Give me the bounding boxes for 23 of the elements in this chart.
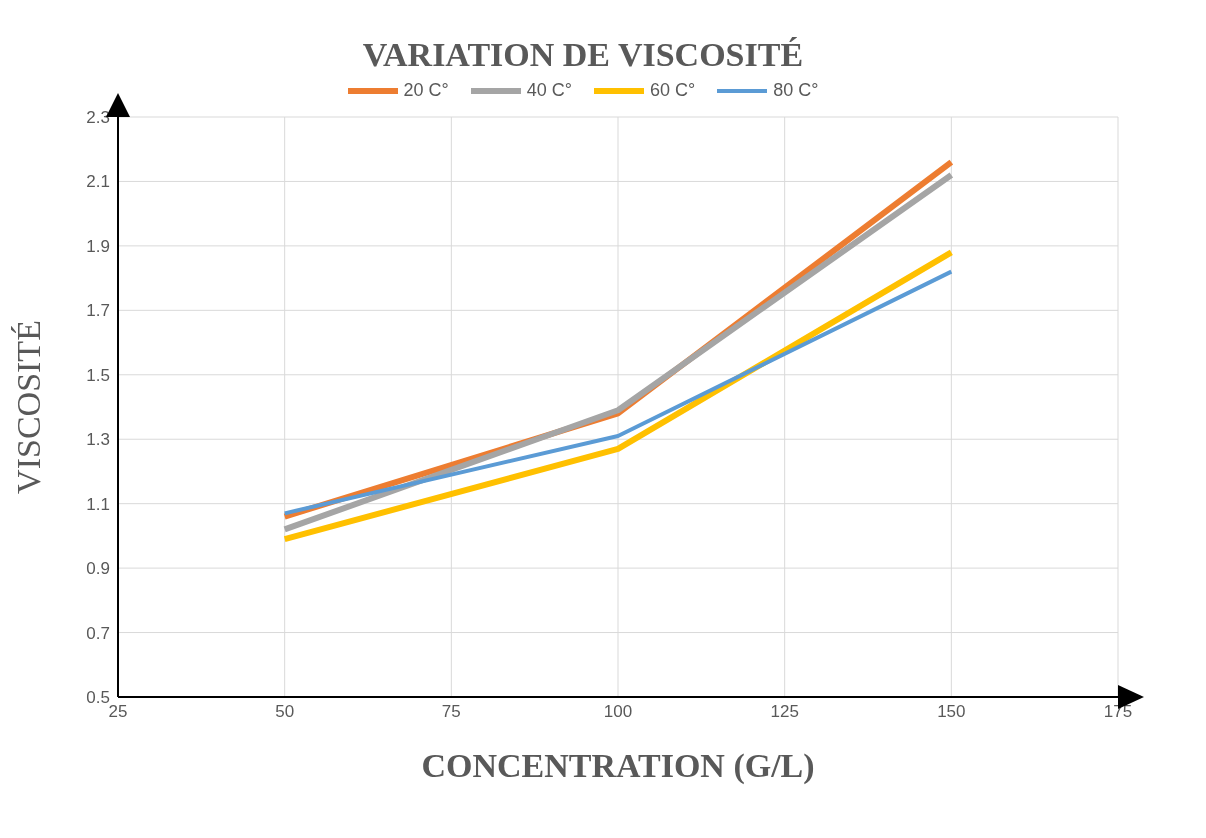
x-tick-label: 150: [937, 702, 966, 722]
x-tick-label: 125: [770, 702, 799, 722]
x-tick-label: 75: [441, 702, 461, 722]
legend-label: 60 C°: [650, 80, 696, 101]
legend-label: 40 C°: [526, 80, 572, 101]
x-axis-title: CONCENTRATION (G/L): [421, 747, 815, 785]
y-tick-label: 2.3: [86, 108, 110, 128]
y-axis-title: VISCOSITÉ: [10, 320, 48, 494]
y-tick-label: 0.9: [86, 559, 110, 579]
x-tick-label: 25: [108, 702, 128, 722]
chart-title: VARIATION DE VISCOSITÉ: [361, 35, 805, 74]
y-tick-label: 1.5: [86, 365, 110, 385]
y-tick-label: 2.1: [86, 172, 110, 192]
y-tick-label: 1.1: [86, 494, 110, 514]
y-tick-label: 1.3: [86, 430, 110, 450]
y-tick-label: 0.7: [86, 623, 110, 643]
legend-label: 80 C°: [773, 80, 819, 101]
y-tick-label: 1.9: [86, 236, 110, 256]
y-tick-label: 0.5: [86, 688, 110, 708]
legend-label: 20 C°: [403, 80, 449, 101]
x-tick-label: 50: [275, 702, 295, 722]
y-tick-label: 1.7: [86, 301, 110, 321]
x-tick-label: 100: [603, 702, 633, 722]
